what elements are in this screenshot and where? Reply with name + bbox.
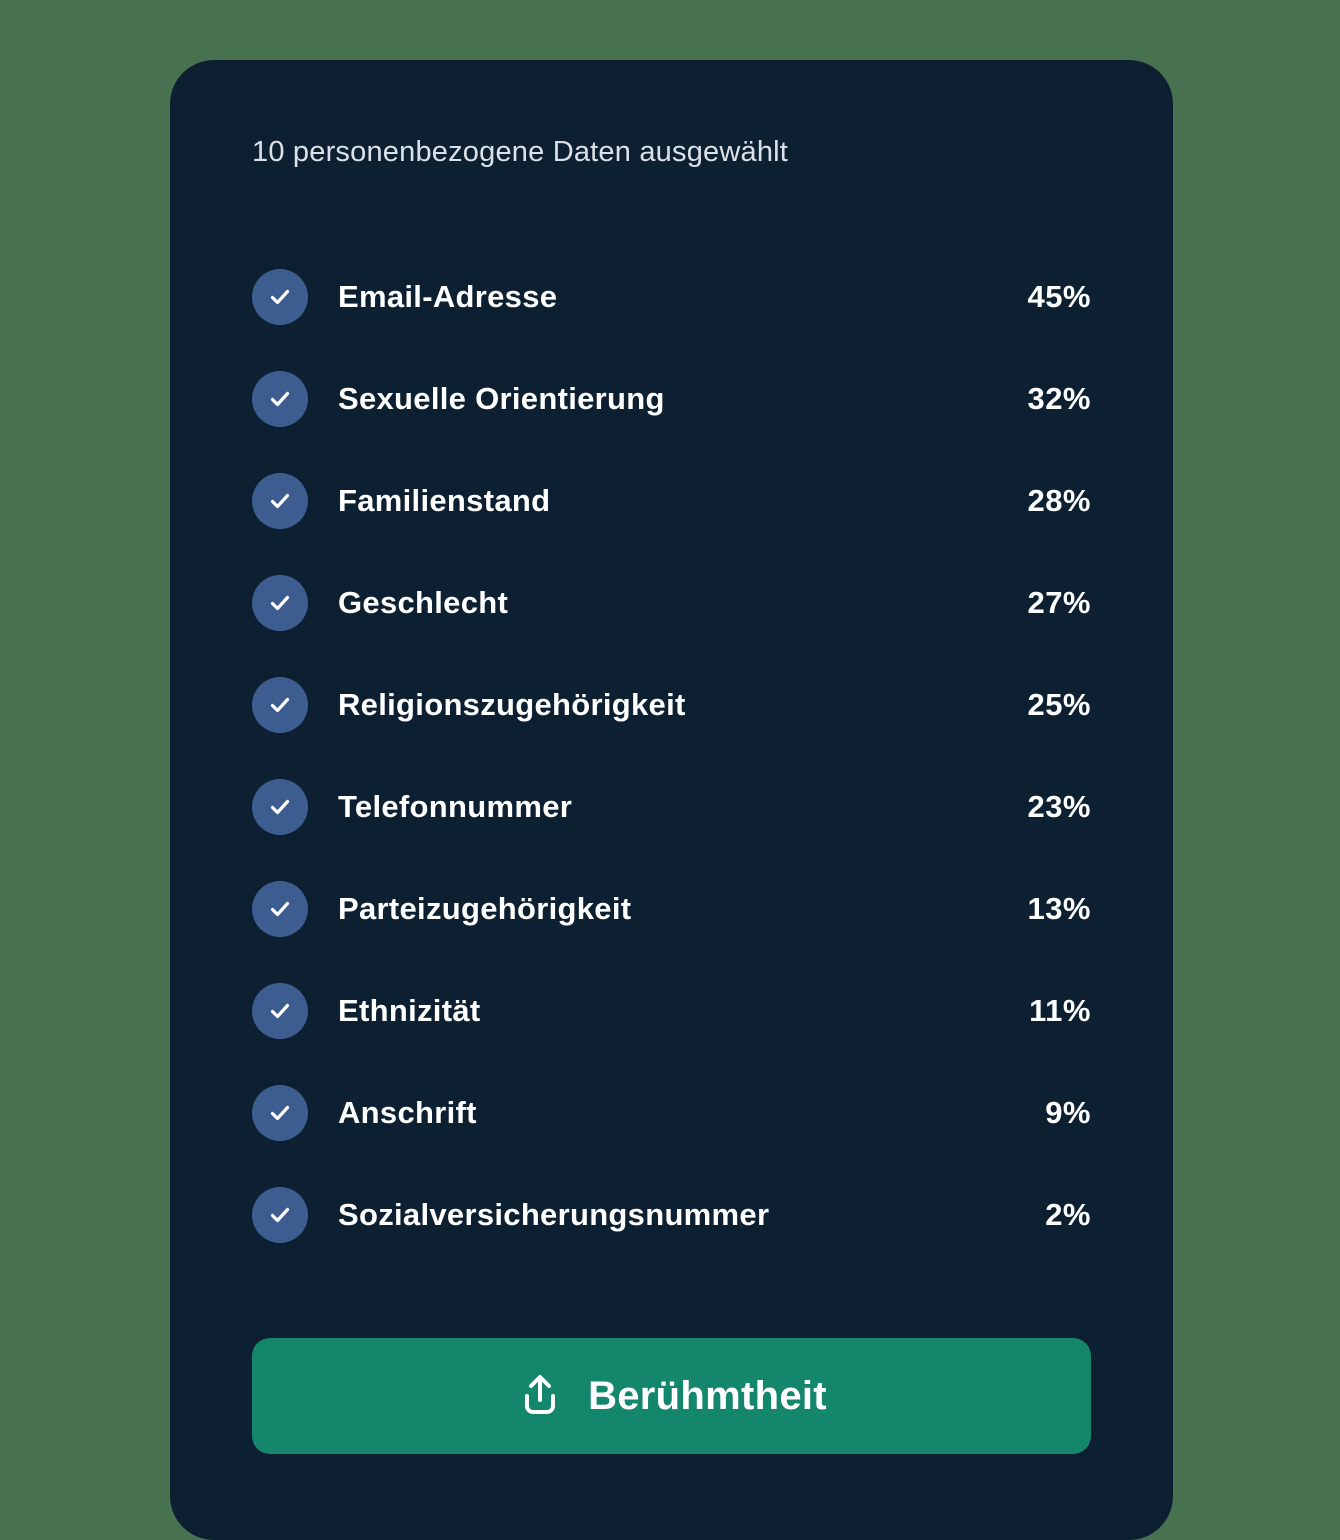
checkbox-checked-icon[interactable] — [252, 677, 308, 733]
item-percentage: 2% — [1045, 1197, 1091, 1232]
submit-button-label: Berühmtheit — [588, 1373, 827, 1418]
checkbox-checked-icon[interactable] — [252, 983, 308, 1039]
upload-icon — [516, 1372, 564, 1420]
item-label: Sozialversicherungsnummer — [338, 1197, 770, 1232]
list-item[interactable]: Parteizugehörigkeit 13% — [252, 858, 1091, 960]
item-label: Email-Adresse — [338, 279, 558, 314]
selection-summary-text: 10 personenbezogene Daten ausgewählt — [252, 136, 789, 168]
checkbox-checked-icon[interactable] — [252, 881, 308, 937]
item-percentage: 27% — [1027, 585, 1091, 620]
checkbox-checked-icon[interactable] — [252, 1187, 308, 1243]
checkbox-checked-icon[interactable] — [252, 269, 308, 325]
item-label: Sexuelle Orientierung — [338, 381, 665, 416]
list-item[interactable]: Sozialversicherungsnummer 2% — [252, 1164, 1091, 1266]
list-item[interactable]: Sexuelle Orientierung 32% — [252, 348, 1091, 450]
checkbox-checked-icon[interactable] — [252, 575, 308, 631]
personal-data-list: Email-Adresse 45% Sexuelle Orientierung … — [252, 246, 1091, 1266]
data-selection-card: 10 personenbezogene Daten ausgewählt Ema… — [170, 60, 1173, 1540]
list-item[interactable]: Email-Adresse 45% — [252, 246, 1091, 348]
list-item[interactable]: Familienstand 28% — [252, 450, 1091, 552]
item-label: Ethnizität — [338, 993, 481, 1028]
checkbox-checked-icon[interactable] — [252, 371, 308, 427]
list-item[interactable]: Ethnizität 11% — [252, 960, 1091, 1062]
list-item[interactable]: Geschlecht 27% — [252, 552, 1091, 654]
item-percentage: 13% — [1027, 891, 1091, 926]
list-item[interactable]: Anschrift 9% — [252, 1062, 1091, 1164]
list-item[interactable]: Religionszugehörigkeit 25% — [252, 654, 1091, 756]
item-label: Telefonnummer — [338, 789, 573, 824]
list-item[interactable]: Telefonnummer 23% — [252, 756, 1091, 858]
checkbox-checked-icon[interactable] — [252, 779, 308, 835]
item-percentage: 11% — [1029, 993, 1091, 1028]
item-percentage: 45% — [1027, 279, 1091, 314]
item-label: Religionszugehörigkeit — [338, 687, 686, 722]
item-label: Anschrift — [338, 1095, 477, 1130]
item-percentage: 28% — [1027, 483, 1091, 518]
item-percentage: 32% — [1027, 381, 1091, 416]
item-percentage: 25% — [1027, 687, 1091, 722]
item-label: Familienstand — [338, 483, 551, 518]
item-percentage: 23% — [1027, 789, 1091, 824]
item-percentage: 9% — [1045, 1095, 1091, 1130]
checkbox-checked-icon[interactable] — [252, 473, 308, 529]
item-label: Parteizugehörigkeit — [338, 891, 632, 926]
checkbox-checked-icon[interactable] — [252, 1085, 308, 1141]
submit-button[interactable]: Berühmtheit — [252, 1338, 1091, 1454]
item-label: Geschlecht — [338, 585, 509, 620]
